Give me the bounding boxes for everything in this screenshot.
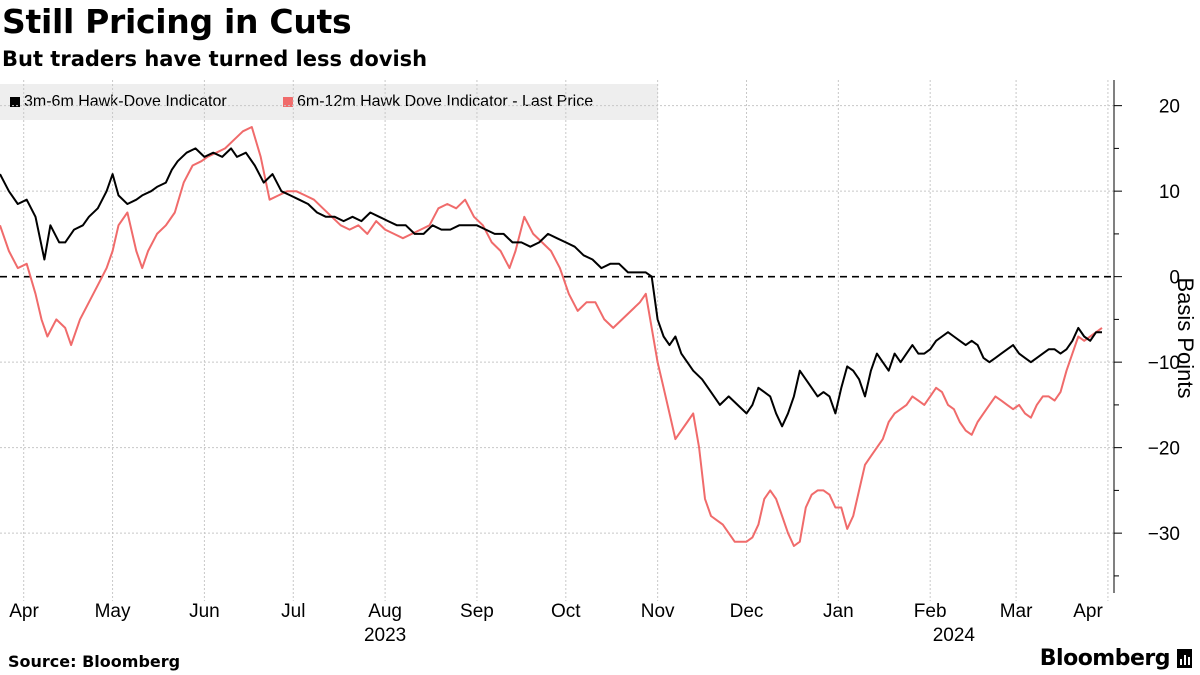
x-tick-label: Aug bbox=[368, 601, 402, 622]
x-tick-label: Apr bbox=[9, 601, 39, 622]
y-tick-label: −30 bbox=[1148, 524, 1180, 545]
legend-swatch-icon bbox=[10, 97, 20, 107]
y-tick-label: −20 bbox=[1148, 439, 1180, 460]
series-line-2 bbox=[0, 126, 1103, 547]
source-note: Source: Bloomberg bbox=[8, 652, 181, 671]
series-layer bbox=[0, 126, 1103, 547]
chart-subtitle: But traders have turned less dovish bbox=[2, 47, 428, 71]
y-tick-label: 0 bbox=[1169, 268, 1180, 289]
series-line-1 bbox=[0, 147, 1102, 428]
x-tick-label: Jan bbox=[823, 601, 854, 622]
x-year-label: 2024 bbox=[933, 625, 976, 646]
axes: 20 10 0 −10 −20 −30 Apr May Jun Jul Aug Sep Oct Nov De… bbox=[9, 80, 1180, 646]
legend-swatch-icon bbox=[283, 97, 293, 107]
x-year-label: 2023 bbox=[364, 625, 406, 646]
brand-logo: Bloomberg bbox=[1039, 646, 1171, 671]
x-tick-label: Oct bbox=[551, 601, 581, 622]
grid-lines bbox=[0, 80, 1116, 601]
x-tick-label: May bbox=[95, 601, 131, 622]
legend-item-series-2: 6m-12m Hawk Dove Indicator - Last Price bbox=[283, 93, 593, 111]
y-axis-label: Basis Points bbox=[1173, 277, 1198, 398]
y-tick-label: 10 bbox=[1159, 182, 1180, 203]
chart-legend: 3m-6m Hawk-Dove Indicator 6m-12m Hawk Do… bbox=[0, 84, 658, 120]
x-tick-label: Sep bbox=[460, 601, 494, 622]
legend-label: 6m-12m Hawk Dove Indicator - Last Price bbox=[297, 93, 594, 110]
bloomberg-bars-icon bbox=[1177, 649, 1192, 668]
x-tick-label: Jun bbox=[189, 601, 220, 622]
x-tick-label: Jul bbox=[281, 601, 305, 622]
y-tick-label: −10 bbox=[1148, 353, 1180, 374]
x-tick-label: Feb bbox=[914, 601, 947, 622]
x-tick-label: Mar bbox=[1000, 601, 1033, 622]
x-tick-label: Dec bbox=[730, 601, 764, 622]
x-tick-label: Nov bbox=[641, 601, 675, 622]
x-tick-label: Apr bbox=[1073, 601, 1103, 622]
y-tick-label: 20 bbox=[1159, 97, 1180, 118]
chart-title: Still Pricing in Cuts bbox=[2, 2, 352, 41]
